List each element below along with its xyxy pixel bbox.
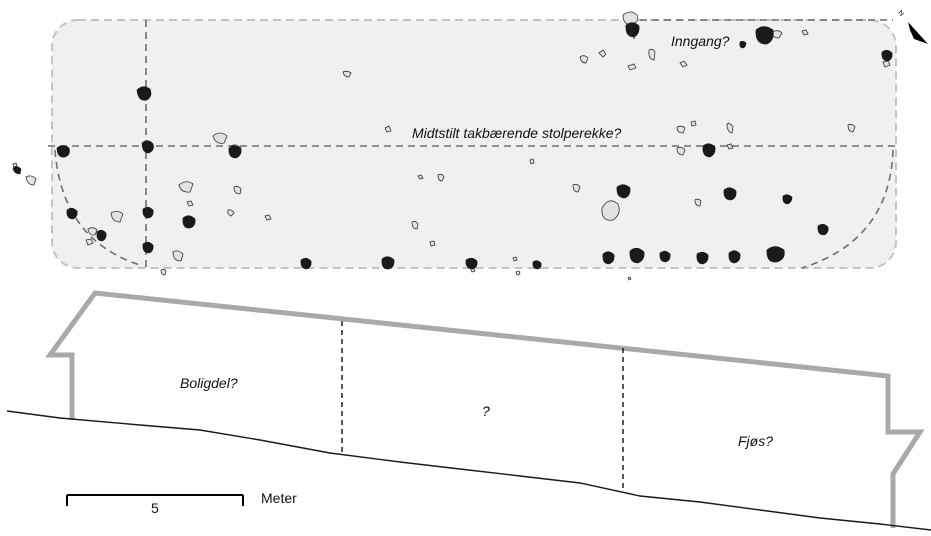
post-hole [782, 194, 793, 205]
pit [110, 210, 124, 223]
pit [648, 48, 656, 61]
post-hole [602, 251, 615, 265]
post-hole [739, 40, 747, 49]
pit [186, 200, 194, 207]
pit [529, 158, 535, 165]
pit [12, 162, 18, 168]
post-hole [881, 49, 893, 62]
north-arrow-icon [908, 22, 928, 44]
west-rounded-end-line [54, 149, 141, 266]
pit [227, 209, 235, 217]
pit [512, 256, 518, 262]
pit [627, 63, 637, 71]
post-hole [755, 26, 774, 45]
pit [437, 173, 445, 182]
post-hole [228, 145, 242, 159]
pit [627, 276, 632, 281]
pit [342, 70, 352, 78]
post-hole [381, 256, 395, 270]
post-hole [702, 143, 716, 158]
pit [726, 123, 734, 134]
middle-room-label: ? [482, 403, 490, 419]
post-holes [12, 22, 893, 270]
pit-features [12, 11, 891, 281]
pit [515, 270, 521, 276]
pit [172, 250, 184, 262]
post-hole [532, 260, 542, 270]
post-hole [616, 184, 631, 199]
entrance-label: Inngang? [671, 33, 730, 49]
roof-posts-label: Midtstilt takbærende stolperekke? [412, 125, 622, 141]
pit [726, 143, 734, 150]
house-profile-outline [45, 290, 925, 528]
post-hole [136, 86, 152, 101]
scale-value: 5 [151, 500, 159, 516]
post-hole [300, 257, 312, 270]
pit [676, 125, 686, 134]
pit [160, 268, 167, 276]
post-hole [96, 229, 107, 242]
pit [85, 238, 94, 246]
pit [676, 146, 686, 156]
pit [694, 198, 702, 207]
post-hole [766, 246, 785, 263]
post-hole [723, 187, 737, 201]
byre-label: Fjøs? [738, 433, 773, 449]
pit [87, 227, 98, 236]
post-hole [659, 250, 671, 263]
pit [679, 60, 688, 68]
post-hole [817, 223, 829, 236]
pit [579, 55, 589, 64]
house-footprint [51, 19, 897, 269]
post-hole [56, 145, 70, 158]
scale-unit: Meter [261, 490, 297, 506]
pit [178, 181, 194, 193]
pit [572, 183, 581, 193]
post-hole [728, 250, 741, 264]
post-hole [142, 241, 154, 254]
post-hole [465, 257, 478, 270]
post-hole [629, 247, 645, 264]
pit [25, 175, 37, 186]
scale-bar [66, 494, 244, 506]
post-hole [66, 207, 78, 220]
pit [417, 174, 424, 180]
pit [384, 125, 392, 133]
post-hole [696, 251, 709, 265]
pit [882, 60, 891, 68]
pit [847, 123, 856, 133]
pit [411, 220, 419, 230]
pit [212, 132, 228, 144]
pit [264, 214, 272, 221]
post-hole [625, 22, 640, 38]
post-hole [141, 140, 154, 154]
pit [233, 185, 242, 195]
pit [598, 49, 607, 58]
pit [601, 200, 620, 221]
pit [690, 120, 697, 127]
post-hole [12, 166, 22, 175]
post-hole [182, 215, 196, 229]
north-arrow: N [896, 9, 928, 44]
pit [429, 240, 436, 247]
post-hole [142, 206, 154, 219]
pit [801, 29, 809, 36]
north-letter: N [896, 9, 905, 18]
pit [622, 11, 639, 25]
dwelling-label: Boligdel? [180, 375, 238, 391]
ground-line [6, 410, 931, 531]
